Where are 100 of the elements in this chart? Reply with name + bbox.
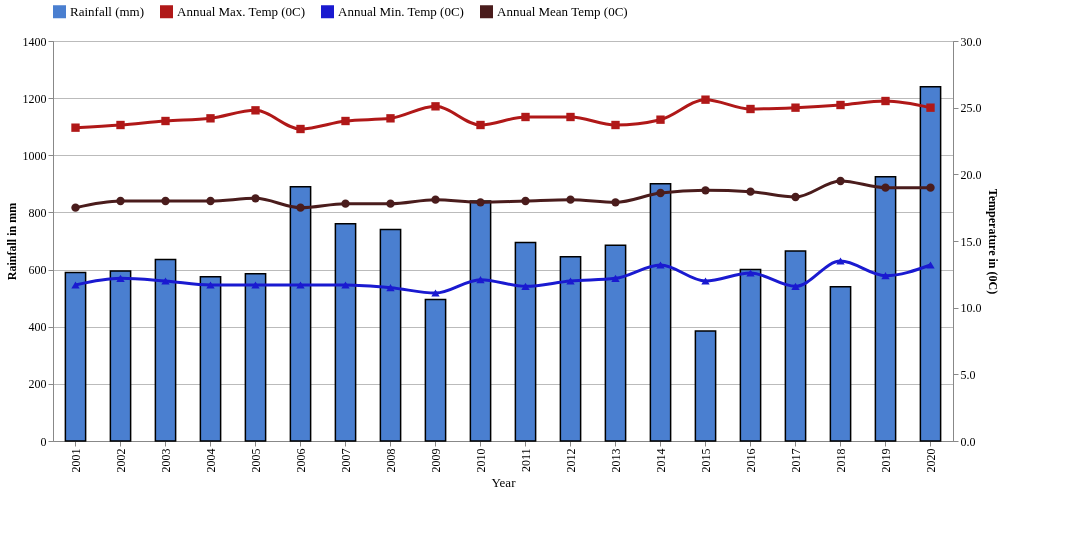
- bar: [289, 185, 312, 442]
- bar: [424, 298, 447, 442]
- point: [926, 183, 935, 192]
- x-tick-label: 2011: [518, 448, 533, 473]
- point: [701, 95, 710, 104]
- x-tick-label: 2006: [293, 448, 308, 473]
- point: [746, 104, 755, 114]
- y2-tick-label: 25.0: [960, 101, 982, 116]
- x-tick-label: 2010: [473, 448, 488, 473]
- point: [161, 196, 170, 206]
- point: [791, 192, 800, 202]
- point: [656, 188, 665, 198]
- point: [881, 183, 890, 192]
- point: [116, 274, 125, 282]
- point: [71, 123, 80, 132]
- point: [386, 199, 395, 208]
- x-tick-label: 2013: [608, 448, 623, 473]
- point: [476, 120, 485, 130]
- x-tick-label: 2012: [563, 448, 578, 473]
- y-tick-label: 400: [28, 320, 47, 335]
- x-tick-label: 2002: [113, 448, 128, 473]
- point: [791, 282, 800, 290]
- y-tick-label: 0: [40, 434, 47, 449]
- bar: [874, 175, 897, 442]
- bar: [559, 255, 582, 442]
- x-tick-label: 2005: [248, 448, 263, 473]
- bar: [469, 200, 492, 442]
- x-tick-label: 2003: [158, 448, 173, 473]
- bar: [154, 258, 177, 442]
- point: [611, 198, 620, 207]
- legend-label: Annual Min. Temp (0C): [338, 3, 464, 19]
- x-tick-label: 2004: [203, 448, 218, 473]
- bar: [649, 183, 672, 442]
- point: [161, 116, 170, 126]
- point: [881, 96, 890, 106]
- legend-label: Annual Mean Temp (0C): [497, 3, 628, 19]
- point: [926, 103, 935, 112]
- point: [431, 102, 440, 111]
- y-tick-label: 800: [28, 205, 47, 220]
- bar: [199, 275, 222, 442]
- bar: [109, 270, 132, 442]
- point: [341, 116, 350, 126]
- point: [251, 106, 260, 115]
- point: [746, 269, 755, 277]
- y-axis-title: Rainfall in mm: [4, 202, 19, 281]
- x-tick-label: 2014: [653, 448, 668, 473]
- point: [116, 196, 125, 206]
- y2-tick-label: 20.0: [960, 167, 982, 182]
- point: [611, 120, 620, 130]
- x-tick-label: 2017: [788, 448, 803, 473]
- point: [341, 199, 350, 208]
- x-tick-label: 2019: [878, 448, 893, 473]
- point: [476, 198, 485, 207]
- bar: [784, 250, 807, 442]
- bar: [694, 330, 717, 442]
- y2-tick-label: 0.0: [960, 434, 976, 449]
- y-tick-label: 1200: [22, 91, 47, 106]
- point: [521, 282, 530, 290]
- point: [746, 187, 755, 196]
- bar: [64, 271, 87, 442]
- point: [71, 281, 80, 289]
- point: [701, 277, 710, 285]
- y2-axis-title: Temperature in (0C): [985, 188, 1000, 295]
- x-tick-label: 2009: [428, 448, 443, 473]
- x-tick-label: 2001: [68, 448, 83, 473]
- point: [791, 103, 800, 112]
- bar: [604, 244, 627, 442]
- x-tick-label: 2016: [743, 448, 758, 473]
- bar: [919, 85, 942, 442]
- bar: [379, 228, 402, 442]
- bar: [829, 285, 852, 442]
- point: [341, 281, 350, 289]
- legend-label: Annual Max. Temp (0C): [177, 3, 306, 19]
- x-tick-label: 2015: [698, 448, 713, 473]
- point: [566, 277, 575, 285]
- bar: [739, 268, 762, 442]
- point: [926, 261, 935, 269]
- point: [521, 112, 530, 122]
- point: [836, 100, 845, 110]
- y-tick-label: 1400: [22, 34, 47, 49]
- x-tick-label: 2018: [833, 448, 848, 473]
- point: [656, 261, 665, 269]
- point: [206, 114, 215, 123]
- point: [251, 194, 260, 203]
- bar: [334, 223, 357, 442]
- point: [611, 274, 620, 282]
- x-tick-label: 2008: [383, 448, 398, 473]
- y-tick-label: 1000: [22, 148, 47, 163]
- point: [521, 196, 530, 206]
- x-tick-label: 2020: [923, 448, 938, 473]
- y-tick-label: 200: [28, 377, 47, 392]
- x-tick-label: 2007: [338, 448, 353, 473]
- point: [251, 281, 260, 289]
- point: [296, 203, 305, 212]
- point: [431, 195, 440, 204]
- point: [836, 176, 845, 186]
- point: [206, 281, 215, 289]
- y2-tick-label: 30.0: [960, 34, 982, 49]
- y-tick-label: 600: [28, 263, 47, 278]
- y2-tick-label: 15.0: [960, 234, 982, 249]
